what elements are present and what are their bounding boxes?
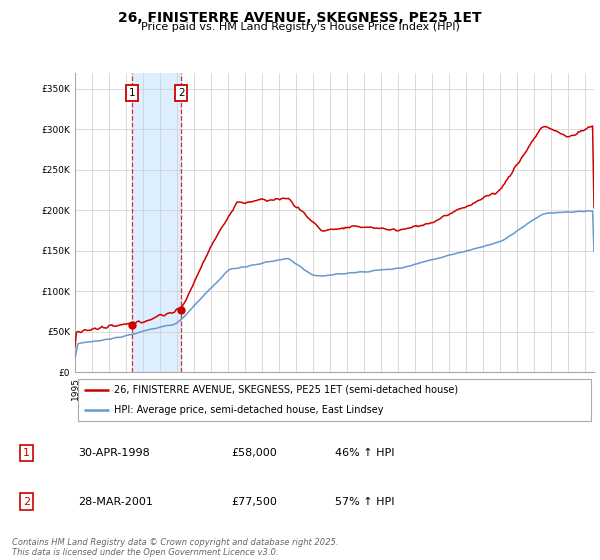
Text: 2: 2 [23, 497, 30, 507]
Text: Contains HM Land Registry data © Crown copyright and database right 2025.
This d: Contains HM Land Registry data © Crown c… [12, 538, 338, 557]
Text: 57% ↑ HPI: 57% ↑ HPI [335, 497, 394, 507]
Text: Price paid vs. HM Land Registry's House Price Index (HPI): Price paid vs. HM Land Registry's House … [140, 22, 460, 32]
Text: 30-APR-1998: 30-APR-1998 [78, 448, 150, 458]
Text: HPI: Average price, semi-detached house, East Lindsey: HPI: Average price, semi-detached house,… [114, 405, 383, 415]
Text: £77,500: £77,500 [231, 497, 277, 507]
Text: 1: 1 [23, 448, 30, 458]
FancyBboxPatch shape [77, 379, 592, 421]
Text: 1: 1 [128, 88, 135, 98]
Bar [131, 73, 181, 372]
Text: 28-MAR-2001: 28-MAR-2001 [78, 497, 153, 507]
Text: 2: 2 [178, 88, 185, 98]
Text: 26, FINISTERRE AVENUE, SKEGNESS, PE25 1ET (semi-detached house): 26, FINISTERRE AVENUE, SKEGNESS, PE25 1E… [114, 385, 458, 395]
Text: 26, FINISTERRE AVENUE, SKEGNESS, PE25 1ET: 26, FINISTERRE AVENUE, SKEGNESS, PE25 1E… [118, 11, 482, 25]
Text: 46% ↑ HPI: 46% ↑ HPI [335, 448, 394, 458]
Text: £58,000: £58,000 [231, 448, 277, 458]
